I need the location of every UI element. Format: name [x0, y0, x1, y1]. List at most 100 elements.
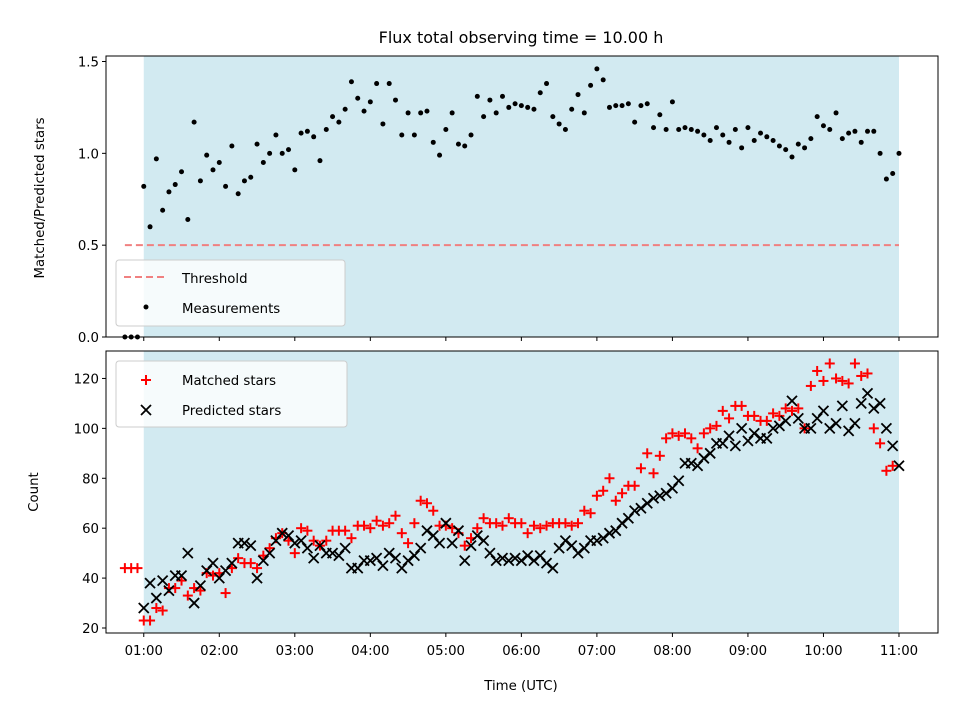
measurement-point	[260, 160, 266, 166]
count-x-tick-label: 08:00	[653, 644, 691, 659]
measurement-point	[355, 95, 361, 101]
matched-star-point	[717, 405, 728, 416]
count-y-ticks: 20 40 60 80 100 120	[74, 372, 106, 637]
predicted-star-point	[572, 547, 584, 559]
predicted-star-point-b	[855, 397, 867, 410]
ratio-y-tick-label: 1.5	[78, 56, 99, 71]
matched-star-point	[774, 410, 785, 421]
predicted-star-point-b	[830, 417, 842, 430]
matched-star-point	[478, 513, 489, 524]
matched-star-point	[579, 505, 590, 516]
matched-star-point	[371, 515, 382, 526]
matched-star-point	[195, 585, 206, 596]
count-x-tick-label: 05:00	[427, 644, 465, 659]
matched-star-point	[560, 518, 571, 529]
count-y-tick-label: 60	[82, 522, 99, 537]
predicted-star-point	[836, 400, 848, 412]
predicted-star-point	[440, 517, 452, 529]
measurement-point	[544, 81, 550, 87]
predicted-star-point	[729, 440, 741, 452]
predicted-star-point-b	[194, 579, 207, 592]
measurement-point	[758, 130, 764, 136]
predicted-star-point	[515, 554, 528, 567]
legend-matched-label: Matched stars	[182, 374, 276, 389]
ratio-y-ticks: 0.0 0.5 1.0 1.5	[78, 56, 106, 346]
predicted-star-point-b	[465, 540, 477, 552]
predicted-star-point	[415, 542, 427, 554]
predicted-star-point	[496, 552, 509, 564]
measurement-point	[562, 126, 568, 132]
count-y-axis-label: Count	[27, 472, 42, 512]
measurement-point	[663, 126, 669, 132]
predicted-star-point-b	[289, 537, 301, 549]
measurement-point	[361, 108, 367, 114]
measurement-point	[462, 143, 468, 149]
measurement-point	[273, 132, 279, 138]
predicted-star-point	[157, 574, 169, 587]
count-y-tick-label: 20	[82, 622, 99, 637]
measurement-point	[839, 136, 845, 142]
matched-star-point	[472, 523, 483, 534]
count-y-tick-label: 100	[74, 422, 99, 437]
predicted-stars-points	[138, 387, 905, 614]
predicted-star-point	[490, 554, 502, 567]
matched-star-point	[629, 480, 640, 491]
measurement-point	[298, 130, 304, 136]
measurement-point	[518, 103, 524, 109]
predicted-star-point	[465, 540, 477, 552]
predicted-star-point-b	[817, 405, 830, 417]
measurement-point	[883, 176, 889, 182]
measurement-point	[625, 101, 631, 107]
predicted-star-point	[503, 554, 515, 567]
predicted-star-point-b	[490, 554, 502, 567]
predicted-star-point	[673, 475, 685, 487]
matched-star-point	[573, 518, 584, 529]
predicted-star-point-b	[276, 527, 288, 539]
matched-star-point	[365, 523, 376, 534]
matched-star-point	[151, 603, 162, 614]
count-x-tick-label: 10:00	[804, 644, 842, 659]
predicted-star-point-b	[459, 554, 471, 567]
measurement-point	[852, 128, 858, 134]
legend-predicted-marker-b	[140, 404, 152, 416]
measurement-point	[418, 110, 424, 116]
count-x-tick-label: 03:00	[276, 644, 314, 659]
predicted-star-point-b	[314, 540, 326, 552]
measurement-point	[651, 125, 657, 131]
predicted-star-point	[238, 537, 251, 549]
matched-star-point	[566, 520, 577, 531]
measurement-point	[600, 77, 606, 83]
measurement-point	[588, 82, 594, 88]
predicted-star-point	[150, 592, 162, 604]
measurement-point	[292, 167, 298, 173]
legend-matched-swatch	[141, 375, 151, 385]
measurement-point	[210, 167, 216, 173]
predicted-star-point	[559, 535, 572, 547]
matched-star-point	[296, 523, 307, 534]
predicted-star-point-b	[874, 397, 886, 410]
measurement-point	[481, 114, 487, 120]
ratio-axes-frame	[105, 55, 939, 338]
matched-star-point	[887, 460, 898, 471]
predicted-star-point	[824, 422, 836, 434]
measurement-point	[770, 137, 776, 143]
predicted-star-point-b	[421, 525, 433, 537]
measurement-point	[304, 128, 310, 134]
measurement-point	[499, 93, 505, 99]
predicted-star-point	[188, 597, 200, 609]
measurement-point	[443, 126, 449, 132]
measurement-point	[606, 104, 612, 110]
predicted-star-point-b	[685, 457, 697, 469]
matched-star-point	[421, 498, 432, 509]
predicted-star-point-b	[540, 557, 553, 569]
matched-star-point	[617, 488, 628, 499]
count-panel: 20 40 60 80 100 120 01:00 02:00 03:00 04:00 05:00…	[27, 350, 939, 694]
measurement-point	[820, 123, 826, 129]
ratio-y-axis-label: Matched/Predicted stars	[33, 117, 48, 278]
matched-star-point	[598, 485, 609, 496]
predicted-star-point	[226, 557, 238, 569]
predicted-star-point-b	[654, 490, 666, 502]
predicted-star-point	[377, 559, 389, 572]
measurement-point	[216, 160, 222, 166]
predicted-star-point-b	[861, 387, 874, 400]
